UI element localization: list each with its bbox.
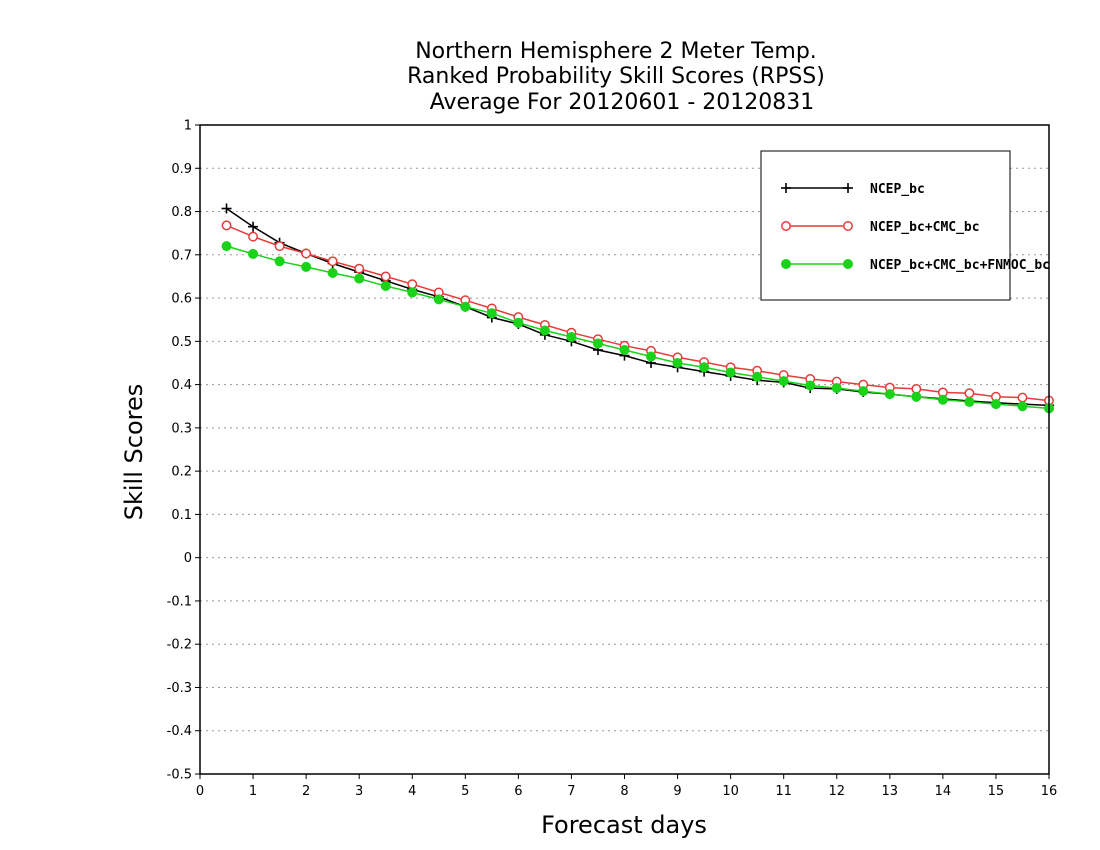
x-tick-label: 2 <box>302 784 310 799</box>
data-point <box>964 396 975 407</box>
data-point <box>990 399 1001 410</box>
data-point <box>248 221 259 232</box>
y-tick-label: 0.9 <box>171 162 192 177</box>
data-point <box>407 279 418 290</box>
y-tick-label: 0 <box>184 551 192 566</box>
x-tick-label: 0 <box>196 784 204 799</box>
legend-entry: NCEP_bc+CMC_bc+FNMOC_bc <box>781 258 1050 273</box>
data-point <box>354 273 365 284</box>
x-tick-label: 15 <box>988 784 1005 799</box>
y-tick-label: 0.8 <box>171 205 192 220</box>
x-tick-label: 16 <box>1041 784 1058 799</box>
y-tick-label: 0.5 <box>171 335 192 350</box>
data-point <box>911 391 922 402</box>
x-axis-label: Forecast days <box>541 811 707 839</box>
data-point <box>460 301 471 312</box>
y-tick-label: 0.2 <box>171 465 192 480</box>
x-tick-label: 7 <box>567 784 575 799</box>
x-tick-label: 11 <box>775 784 792 799</box>
data-point <box>301 261 312 272</box>
data-point <box>248 231 259 242</box>
x-tick-label: 13 <box>882 784 899 799</box>
series-layer <box>221 203 1054 414</box>
x-tick-label: 4 <box>408 784 416 799</box>
data-point <box>221 241 232 252</box>
x-tick-label: 8 <box>620 784 628 799</box>
y-axis-label: Skill Scores <box>120 384 148 521</box>
title-line-2: Ranked Probability Skill Scores (RPSS) <box>407 64 825 89</box>
legend-marker <box>843 183 853 193</box>
y-tick-label: 0.6 <box>171 292 192 307</box>
data-point <box>964 388 975 399</box>
data-point <box>592 338 603 349</box>
series-3 <box>221 241 1054 414</box>
x-tick-label: 14 <box>935 784 952 799</box>
legend-label: NCEP_bc+CMC_bc <box>870 220 980 235</box>
data-point <box>1017 392 1028 403</box>
x-tick-label: 1 <box>249 784 257 799</box>
y-tick-label: -0.1 <box>167 594 192 609</box>
data-point <box>354 263 365 274</box>
data-point <box>619 344 630 355</box>
y-tick-label: -0.5 <box>167 768 192 783</box>
data-point <box>327 256 338 267</box>
title-line-1: Northern Hemisphere 2 Meter Temp. <box>415 39 817 64</box>
data-point <box>248 248 259 259</box>
data-point <box>699 362 710 373</box>
data-point <box>513 317 524 328</box>
data-point <box>539 325 550 336</box>
y-tick-label: 0.1 <box>171 508 192 523</box>
data-point <box>380 280 391 291</box>
data-point <box>646 351 657 362</box>
data-point <box>380 271 391 282</box>
y-tick-label: -0.2 <box>167 638 192 653</box>
y-tick-label: 0.3 <box>171 421 192 436</box>
data-point <box>301 248 312 259</box>
x-tick-label: 12 <box>828 784 845 799</box>
data-point <box>752 371 763 382</box>
data-point <box>672 357 683 368</box>
data-point <box>327 267 338 278</box>
chart-title: Northern Hemisphere 2 Meter Temp. Ranked… <box>407 39 825 115</box>
legend: NCEP_bc NCEP_bc+CMC_bc NCEP_bc+CMC_bc+FNMO… <box>760 150 1050 301</box>
legend-marker <box>781 183 791 193</box>
legend-entry: NCEP_bc+CMC_bc <box>781 220 980 235</box>
legend-marker <box>781 259 791 269</box>
y-tick-label: 0.4 <box>171 378 192 393</box>
data-point <box>486 308 497 319</box>
y-tick-label: 0.7 <box>171 248 192 263</box>
legend-marker <box>843 221 853 231</box>
x-tick-label: 5 <box>461 784 469 799</box>
data-point <box>221 203 232 214</box>
data-point <box>1017 401 1028 412</box>
data-point <box>778 376 789 387</box>
data-point <box>831 383 842 394</box>
y-tick-label: 1 <box>184 119 192 134</box>
ticks: 1 0.9 0.8 0.7 0.6 0.5 0.4 0.3 0.2 0.1 0 -0.1 -0.2 -0.… <box>167 119 1058 800</box>
data-point <box>274 256 285 267</box>
legend-entry: NCEP_bc <box>781 182 925 197</box>
x-tick-label: 6 <box>514 784 522 799</box>
legend-marker <box>781 221 791 231</box>
data-point <box>566 332 577 343</box>
title-line-3: Average For 20120601 - 20120831 <box>430 90 815 115</box>
data-point <box>937 394 948 405</box>
x-tick-label: 9 <box>673 784 681 799</box>
y-tick-label: -0.4 <box>167 724 192 739</box>
y-tick-label: -0.3 <box>167 681 192 696</box>
data-point <box>433 294 444 305</box>
legend-marker <box>843 259 853 269</box>
data-point <box>805 380 816 391</box>
x-tick-label: 3 <box>355 784 363 799</box>
data-point <box>725 367 736 378</box>
data-point <box>274 241 285 252</box>
data-point <box>858 386 869 397</box>
data-point <box>884 389 895 400</box>
x-tick-label: 10 <box>722 784 739 799</box>
data-point <box>221 220 232 231</box>
data-point <box>407 287 418 298</box>
legend-label: NCEP_bc+CMC_bc+FNMOC_bc <box>870 258 1050 273</box>
legend-label: NCEP_bc <box>870 182 925 197</box>
